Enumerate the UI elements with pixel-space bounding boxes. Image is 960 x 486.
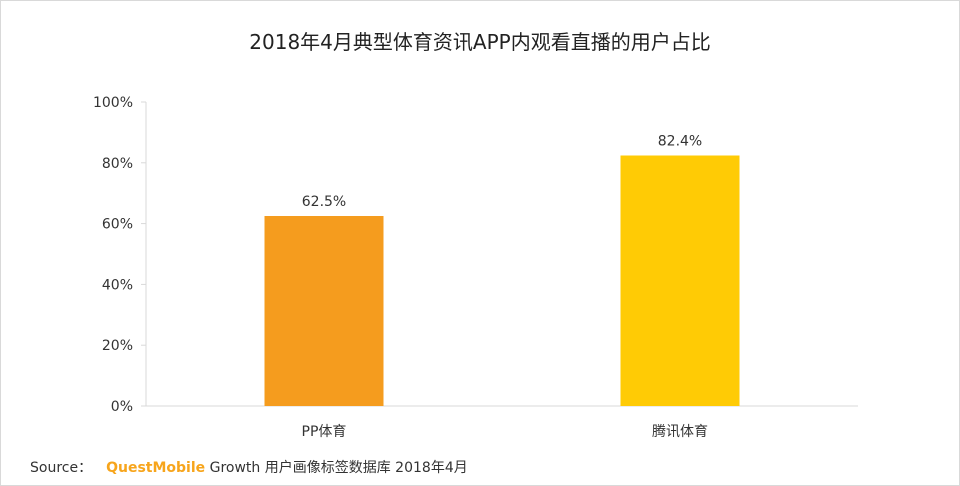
data-label: 82.4% (658, 134, 702, 150)
x-tick-label: PP体育 (302, 424, 347, 440)
chart-title: 2018年4月典型体育资讯APP内观看直播的用户占比 (249, 30, 711, 54)
source-note: Source： QuestMobile Growth 用户画像标签数据库 2018… (30, 457, 468, 477)
y-tick-label: 0% (111, 399, 133, 415)
y-tick-label: 100% (93, 95, 133, 111)
x-tick-label: 腾讯体育 (652, 423, 708, 440)
source-brand: QuestMobile (106, 460, 206, 476)
y-tick-label: 80% (102, 156, 133, 172)
y-tick-label: 40% (102, 277, 133, 293)
bar (620, 155, 740, 406)
source-prefix: Source： (30, 460, 93, 476)
y-tick-label: 60% (102, 217, 133, 233)
bar (264, 216, 384, 406)
data-label: 62.5% (302, 194, 346, 210)
source-text: Growth 用户画像标签数据库 2018年4月 (209, 460, 468, 476)
y-tick-label: 20% (102, 338, 133, 354)
